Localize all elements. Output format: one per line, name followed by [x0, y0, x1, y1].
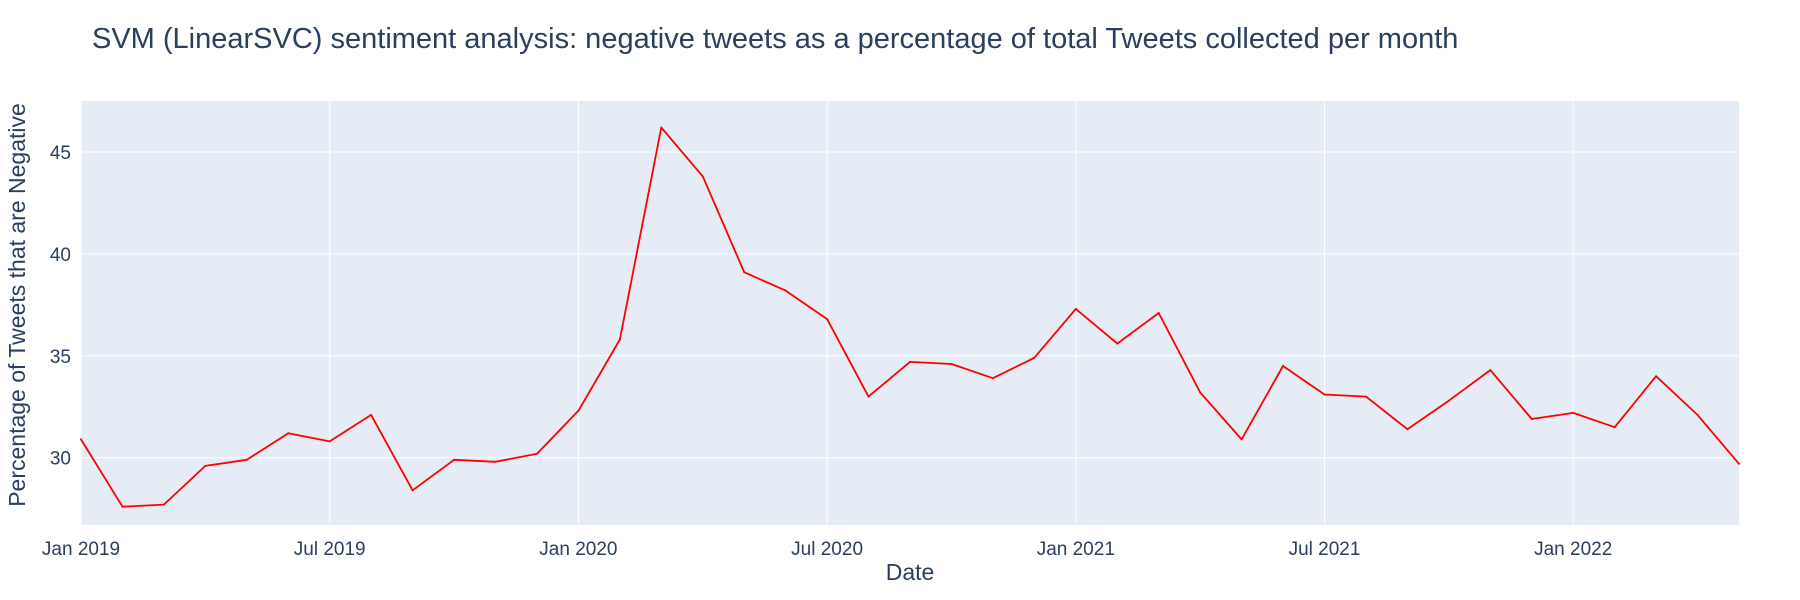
- data-point: [411, 489, 414, 492]
- data-point: [1447, 399, 1450, 402]
- data-point: [991, 377, 994, 380]
- data-point: [1572, 411, 1575, 414]
- data-point: [204, 464, 207, 467]
- data-point: [950, 363, 953, 365]
- data-point: [784, 289, 787, 292]
- data-point: [618, 338, 621, 341]
- data-point: [494, 460, 497, 463]
- x-tick-label: Jul 2020: [791, 539, 863, 560]
- data-point: [370, 413, 373, 416]
- plot-area: [81, 101, 1739, 525]
- data-point: [826, 318, 829, 321]
- chart-title: SVM (LinearSVC) sentiment analysis: nega…: [92, 23, 1458, 55]
- x-tick-label: Jan 2020: [539, 539, 617, 560]
- data-point: [577, 409, 580, 412]
- data-point: [1365, 395, 1367, 398]
- data-point: [1240, 438, 1243, 441]
- x-tick-label: Jan 2022: [1534, 539, 1612, 560]
- gridlines: [80, 101, 1739, 525]
- data-point: [1033, 356, 1036, 359]
- x-tick-label: Jan 2021: [1037, 539, 1115, 560]
- data-point: [1116, 342, 1119, 345]
- data-point: [1489, 369, 1492, 372]
- x-axis-title: Date: [886, 559, 935, 585]
- data-point: [1613, 426, 1616, 429]
- data-point: [245, 458, 248, 461]
- y-tick-label: 40: [50, 245, 71, 266]
- data-point: [1199, 391, 1202, 394]
- data-point: [743, 271, 746, 274]
- y-tick-label: 30: [50, 449, 71, 470]
- data-point: [660, 126, 663, 129]
- data-point: [701, 175, 704, 178]
- series-layer: [80, 126, 1740, 508]
- data-point: [1696, 413, 1699, 416]
- data-point: [1406, 428, 1409, 431]
- x-tick-label: Jul 2021: [1289, 539, 1361, 560]
- data-point: [909, 360, 911, 363]
- data-point: [1323, 393, 1326, 396]
- data-point: [80, 438, 82, 441]
- y-axis-title: Percentage of Tweets that are Negative: [4, 103, 30, 507]
- data-point: [536, 452, 538, 455]
- data-point: [867, 395, 870, 398]
- data-point: [121, 505, 124, 508]
- data-point: [1282, 365, 1284, 367]
- y-axis-ticks: 30 35 40 45: [50, 143, 71, 470]
- x-tick-label: Jul 2019: [294, 539, 366, 560]
- data-point: [328, 440, 331, 443]
- x-tick-label: Jan 2019: [42, 539, 120, 560]
- data-point: [453, 458, 456, 461]
- x-axis-ticks: Jan 2019 Jul 2019 Jan 2020 Jul 2020 Jan 2021…: [42, 539, 1612, 560]
- data-point: [287, 432, 290, 435]
- y-tick-label: 45: [50, 143, 71, 164]
- data-point: [162, 503, 165, 506]
- y-tick-label: 35: [50, 347, 71, 368]
- data-point: [1655, 375, 1658, 378]
- data-point: [1074, 307, 1077, 310]
- data-point: [1530, 418, 1533, 420]
- data-point: [1157, 312, 1160, 314]
- data-point: [1738, 462, 1740, 465]
